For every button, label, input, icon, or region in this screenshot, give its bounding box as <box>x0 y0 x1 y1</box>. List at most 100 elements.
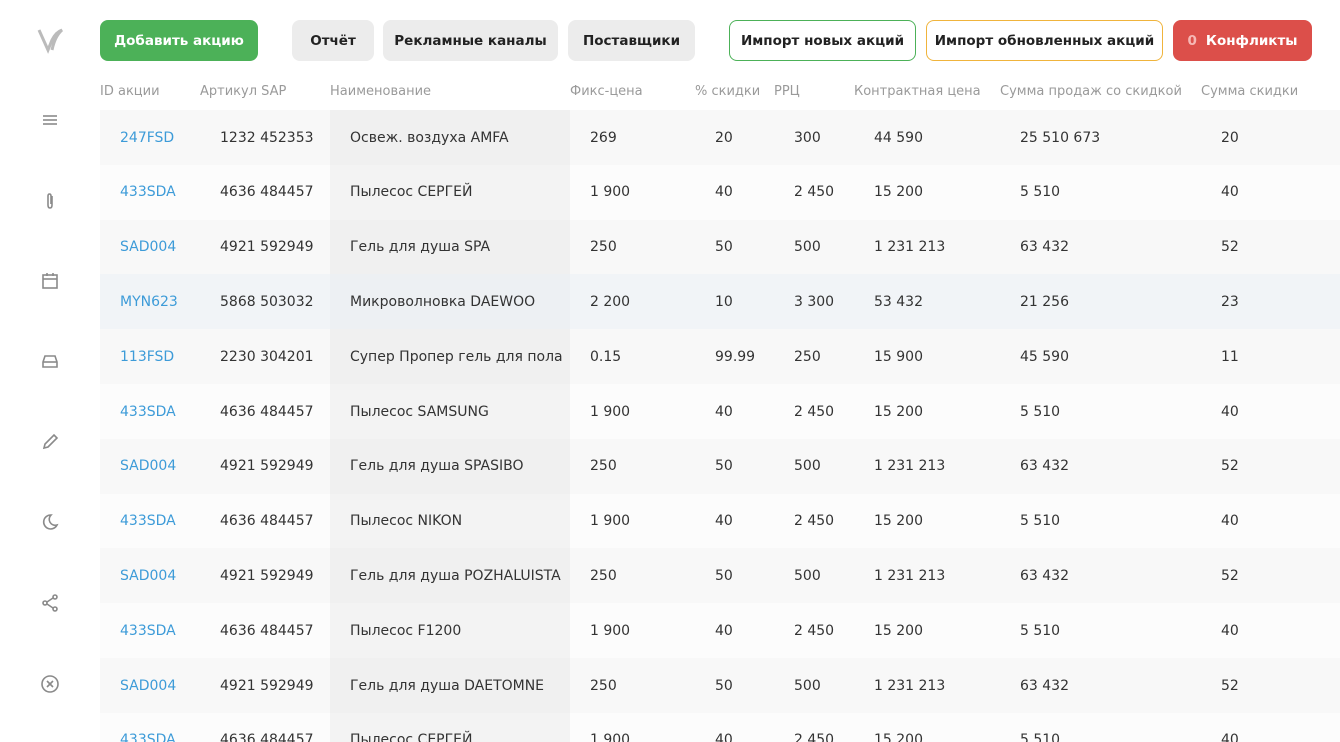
calendar-icon[interactable] <box>40 271 60 291</box>
table-cell: Пылесос СЕРГЕЙ <box>330 164 570 220</box>
table-cell: 15 200 <box>854 384 1000 439</box>
table-cell: 4921 592949 <box>200 219 330 275</box>
table-cell: 1 900 <box>570 164 695 220</box>
table-cell: 1 900 <box>570 493 695 549</box>
table-cell: 63 432 <box>1000 219 1201 275</box>
promo-id-link[interactable]: 433SDA <box>100 384 200 439</box>
table-cell: 20 <box>1201 110 1340 165</box>
table-cell: 269 <box>570 110 695 165</box>
table-cell: Гель для душа SPA <box>330 219 570 275</box>
table-cell: 2 450 <box>774 384 854 439</box>
table-cell: 40 <box>695 603 774 659</box>
menu-icon[interactable] <box>40 110 60 130</box>
attach-icon[interactable] <box>40 191 60 211</box>
column-header[interactable]: Сумма продаж со скидкой <box>1000 84 1182 99</box>
logo <box>37 28 64 54</box>
table-cell: 5868 503032 <box>200 274 330 330</box>
promo-id-link[interactable]: 433SDA <box>100 603 200 659</box>
table-cell: 11 <box>1201 329 1340 385</box>
promo-id-link[interactable]: SAD004 <box>100 438 200 494</box>
promo-id-link[interactable]: 113FSD <box>100 329 200 385</box>
table-cell: 99.99 <box>695 329 774 385</box>
table-cell: 40 <box>1201 164 1340 220</box>
close-icon[interactable] <box>40 674 60 694</box>
share-icon[interactable] <box>40 593 60 613</box>
promo-id-link[interactable]: MYN623 <box>100 274 200 330</box>
table-cell: 52 <box>1201 438 1340 494</box>
table-cell: 52 <box>1201 658 1340 713</box>
import-new-button[interactable]: Импорт новых акций <box>729 20 916 61</box>
table-cell: Пылесос СЕРГЕЙ <box>330 712 570 742</box>
table-cell: 15 200 <box>854 712 1000 742</box>
table-cell: 2230 304201 <box>200 329 330 385</box>
add-button[interactable]: Добавить акцию <box>100 20 258 61</box>
conflicts-button[interactable]: 0 Конфликты <box>1173 20 1312 61</box>
table-cell: 250 <box>774 329 854 385</box>
table-cell: 50 <box>695 658 774 713</box>
table-cell: 250 <box>570 548 695 604</box>
table-cell: 21 256 <box>1000 274 1201 330</box>
night-icon[interactable] <box>40 512 60 532</box>
table-cell: 50 <box>695 548 774 604</box>
table-cell: 500 <box>774 548 854 604</box>
table-cell: 44 590 <box>854 110 1000 165</box>
table-cell: 300 <box>774 110 854 165</box>
table-cell: 1 231 213 <box>854 438 1000 494</box>
table-cell: 52 <box>1201 219 1340 275</box>
column-header[interactable]: Артикул SAP <box>200 84 287 99</box>
import-updated-button[interactable]: Импорт обновленных акций <box>926 20 1163 61</box>
table-cell: 5 510 <box>1000 493 1201 549</box>
table-cell: 1 900 <box>570 384 695 439</box>
column-header[interactable]: ID акции <box>100 84 160 99</box>
table-cell: 4636 484457 <box>200 493 330 549</box>
column-header[interactable]: % скидки <box>695 84 761 99</box>
table-cell: 3 300 <box>774 274 854 330</box>
table-cell: 250 <box>570 438 695 494</box>
column-header[interactable]: РРЦ <box>774 84 800 99</box>
table-cell: 0.15 <box>570 329 695 385</box>
conflicts-label: Конфликты <box>1205 32 1298 49</box>
table-cell: 1 900 <box>570 712 695 742</box>
column-header[interactable]: Фикс-цена <box>570 84 643 99</box>
table-cell: 63 432 <box>1000 658 1201 713</box>
table-cell: 4636 484457 <box>200 384 330 439</box>
edit-icon[interactable] <box>40 432 60 452</box>
promo-id-link[interactable]: SAD004 <box>100 548 200 604</box>
table-cell: 23 <box>1201 274 1340 330</box>
table-cell: 50 <box>695 438 774 494</box>
table-cell: 4921 592949 <box>200 658 330 713</box>
promo-id-link[interactable]: 433SDA <box>100 164 200 220</box>
car-icon[interactable] <box>40 351 60 371</box>
promo-id-link[interactable]: 433SDA <box>100 712 200 742</box>
table-cell: 500 <box>774 658 854 713</box>
promo-id-link[interactable]: 433SDA <box>100 493 200 549</box>
column-header[interactable]: Контрактная цена <box>854 84 981 99</box>
promo-id-link[interactable]: 247FSD <box>100 110 200 165</box>
table-cell: 15 900 <box>854 329 1000 385</box>
suppliers-button[interactable]: Поставщики <box>568 20 695 61</box>
table-cell: 2 450 <box>774 603 854 659</box>
table-cell: 250 <box>570 658 695 713</box>
table-cell: Гель для душа POZHALUISTA <box>330 548 570 604</box>
table-cell: Пылесос NIKON <box>330 493 570 549</box>
table-cell: 40 <box>1201 493 1340 549</box>
table-cell: 500 <box>774 219 854 275</box>
channels-button[interactable]: Рекламные каналы <box>383 20 558 61</box>
table-cell: 500 <box>774 438 854 494</box>
table-cell: 4921 592949 <box>200 548 330 604</box>
table-cell: 5 510 <box>1000 384 1201 439</box>
table-cell: 4636 484457 <box>200 603 330 659</box>
column-header[interactable]: Сумма скидки <box>1201 84 1299 99</box>
table-cell: 2 450 <box>774 493 854 549</box>
promo-id-link[interactable]: SAD004 <box>100 219 200 275</box>
table-cell: 25 510 673 <box>1000 110 1201 165</box>
table-cell: 4921 592949 <box>200 438 330 494</box>
table-cell: Микроволновка DAEWOO <box>330 274 570 330</box>
table-cell: 40 <box>1201 384 1340 439</box>
conflicts-count: 0 <box>1187 32 1197 49</box>
column-header[interactable]: Наименование <box>330 84 432 99</box>
table-cell: 1 231 213 <box>854 548 1000 604</box>
report-button[interactable]: Отчёт <box>292 20 374 61</box>
promo-id-link[interactable]: SAD004 <box>100 658 200 713</box>
table-cell: 40 <box>1201 712 1340 742</box>
